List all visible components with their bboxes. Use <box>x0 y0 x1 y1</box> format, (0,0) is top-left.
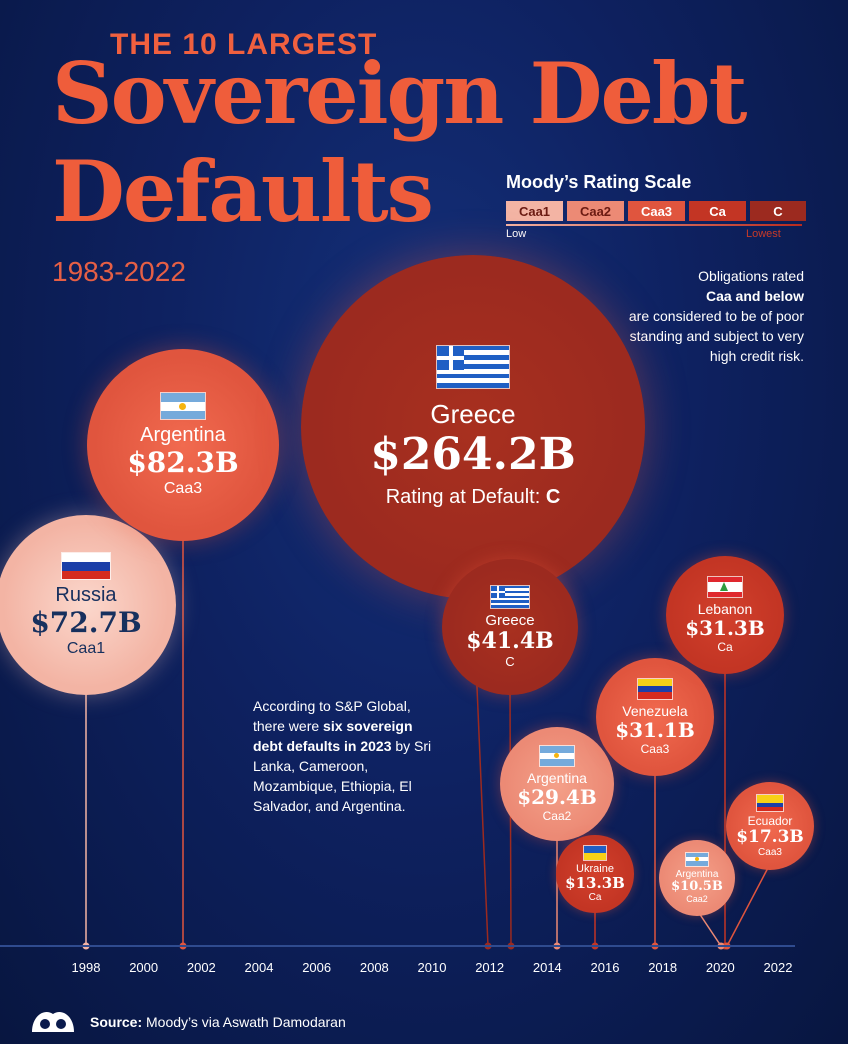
bubble-amount: $72.7B <box>30 606 142 640</box>
bubble-amount: $31.1B <box>615 717 695 742</box>
bubble-country: Ukraine <box>576 862 614 875</box>
bubble-country: Argentina <box>527 769 587 786</box>
bubble-lebanon-2020: Lebanon $31.3B Ca <box>665 555 785 675</box>
bubble-country: Ecuador <box>747 813 793 828</box>
bubble-rating: Caa2 <box>686 894 708 905</box>
x-tick-label: 2000 <box>129 960 158 975</box>
rating-grade-c: C <box>750 201 806 221</box>
default-stem <box>726 863 771 947</box>
visual-capitalist-logo-icon <box>32 1012 74 1032</box>
bubble-venezuela-2017: Venezuela $31.1B Caa3 <box>595 657 714 776</box>
source-label: Source: <box>90 1014 143 1030</box>
bubble-argentina-2001: Argentina $82.3B Caa3 <box>87 349 279 541</box>
bubble-rating: Ca <box>588 892 602 904</box>
flag-lebanon-icon <box>706 575 743 598</box>
bubble-chart: 1998 2000 2002 2004 2006 2008 2010 2012 2014 2016… <box>0 534 795 975</box>
flag-greece-icon <box>489 584 530 609</box>
x-tick-label: 2014 <box>533 960 562 975</box>
bubble-country: Argentina <box>675 868 719 880</box>
rating-scale-title: Moody’s Rating Scale <box>506 172 692 192</box>
bubble-rating: Caa1 <box>66 639 106 657</box>
rating-grade-caa1: Caa1 <box>506 201 563 221</box>
kicker: THE 10 LARGEST <box>110 28 378 61</box>
note-bold: Caa and below <box>705 288 804 304</box>
bubble-amount: $29.4B <box>517 784 597 809</box>
callout-bold: six sovereign debt defaults in 2023 <box>253 718 413 754</box>
bubble-country: Russia <box>55 584 117 607</box>
bubble-rating: C <box>505 654 515 670</box>
bubble-ukraine-2015: Ukraine $13.3B Ca <box>556 835 634 913</box>
rating-at-default-label: Rating at Default: <box>385 486 546 509</box>
bubble-ecuador-2020: Ecuador $17.3B Caa3 <box>725 781 814 870</box>
bubble-amount: $13.3B <box>565 873 625 892</box>
bubble-amount: $264.2B <box>370 428 576 480</box>
note-pre: Obligations rated <box>698 268 804 284</box>
flag-greece-icon <box>436 344 510 389</box>
title-line-2: Defaults <box>52 142 434 241</box>
flag-ukraine-icon <box>582 844 607 861</box>
flag-argentina-icon <box>538 744 575 767</box>
x-tick-label: 2018 <box>648 960 677 975</box>
source-text: Moody’s via Aswath Damodaran <box>146 1014 346 1030</box>
bubble-rating: Caa3 <box>640 741 670 756</box>
x-tick-label: 2020 <box>706 960 735 975</box>
x-tick-label: 2002 <box>187 960 216 975</box>
bubble-amount: $41.4B <box>466 627 554 654</box>
flag-russia-icon <box>61 552 111 581</box>
source-line: Source: Moody’s via Aswath Damodaran <box>90 1014 346 1030</box>
x-tick-label: 2008 <box>360 960 389 975</box>
bubble-rating: Caa2 <box>542 808 572 823</box>
x-tick-label: 2004 <box>245 960 274 975</box>
callout-post: by Sri Lanka, Cameroon, Mozambique, Ethi… <box>253 738 432 814</box>
rating-value: C <box>545 486 561 509</box>
x-tick-label: 2022 <box>764 960 793 975</box>
rating-grade-ca: Ca <box>689 201 746 221</box>
bubble-amount: $31.3B <box>685 615 765 640</box>
rating-grade-caa2: Caa2 <box>567 201 624 221</box>
bubble-country: Lebanon <box>697 600 753 617</box>
bubble-country: Venezuela <box>622 702 688 719</box>
bubble-amount: $17.3B <box>736 826 804 847</box>
title-line-1: Sovereign Debt <box>52 44 747 143</box>
period: 1983-2022 <box>52 256 186 287</box>
bubble-russia-1998: Russia $72.7B Caa1 <box>0 514 177 696</box>
rating-scale-lowest: Lowest <box>746 228 781 240</box>
bubble-argentina-2014: Argentina $29.4B Caa2 <box>499 726 615 842</box>
note-post: are considered to be of poor standing an… <box>628 308 804 364</box>
bubble-greece-2012: Greece $264.2B Rating at Default: C <box>301 255 645 599</box>
x-tick-label: 2006 <box>302 960 331 975</box>
default-stem <box>696 909 722 947</box>
bubble-rating: Rating at Default: C <box>386 486 561 509</box>
x-tick-label: 2016 <box>591 960 620 975</box>
rating-scale-low: Low <box>506 228 527 240</box>
rating-grade-caa3: Caa3 <box>628 201 685 221</box>
x-tick-label: 2012 <box>475 960 504 975</box>
bubble-country: Argentina <box>140 424 226 447</box>
bubble-amount: $82.3B <box>127 446 239 480</box>
bubble-country: Greece <box>430 398 516 429</box>
flag-argentina-icon <box>159 392 206 421</box>
callout-2023: According to S&P Global, there were six … <box>253 696 443 816</box>
bubble-rating: Caa3 <box>163 479 203 497</box>
bubble-rating: Ca <box>717 639 733 654</box>
flag-venezuela-icon <box>636 677 673 700</box>
x-tick-label: 2010 <box>418 960 447 975</box>
rating-scale-gradient <box>506 224 802 226</box>
flag-ecuador-icon <box>755 793 784 812</box>
bubble-amount: $10.5B <box>671 878 723 894</box>
rating-scale: Caa1 Caa2 Caa3 Ca C <box>506 201 806 221</box>
bubble-country: Greece <box>485 611 535 629</box>
bubble-greece-2012: Greece $41.4B C <box>441 558 579 696</box>
flag-argentina-icon <box>685 851 709 867</box>
x-tick-label: 1998 <box>72 960 101 975</box>
bubble-rating: Caa3 <box>758 847 782 859</box>
rating-note: Obligations rated Caa and below are cons… <box>604 266 804 366</box>
callout-pre: According to S&P Global, there were <box>253 698 411 734</box>
bubble-argentina-2020: Argentina $10.5B Caa2 <box>659 840 735 916</box>
